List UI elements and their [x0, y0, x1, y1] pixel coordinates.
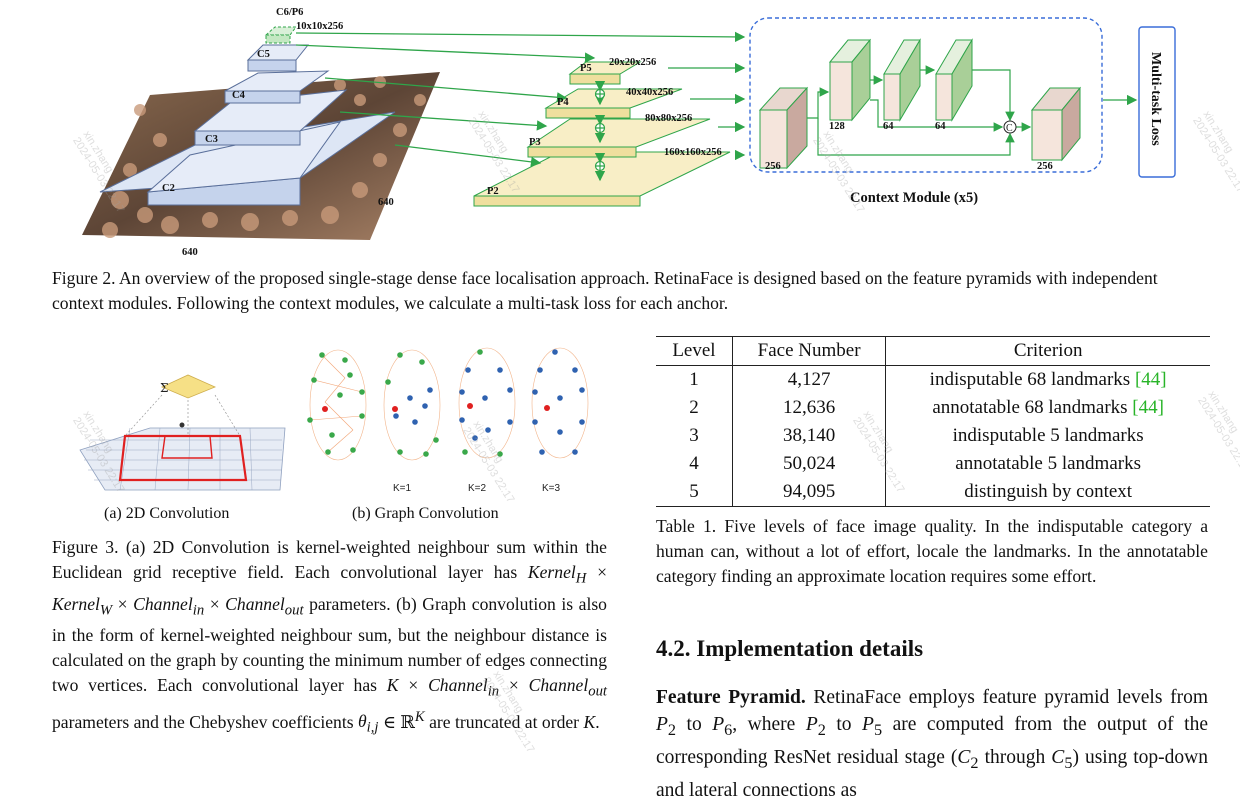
table-row: 1 4,127 indisputable 68 landmarks [44] — [656, 365, 1210, 394]
header-level: Level — [656, 336, 733, 366]
ctx-block-out — [1030, 86, 1082, 162]
backbone-c3 — [193, 89, 348, 146]
label-p5: P5 — [580, 63, 592, 74]
k-label-2: K=2 — [468, 483, 487, 494]
subcaption-2d-convolution: (a) 2D Convolution — [104, 505, 230, 522]
citation-link[interactable]: [44] — [1134, 369, 1167, 390]
label-p3: P3 — [529, 137, 541, 148]
ctx-arrows — [807, 65, 1032, 156]
section-heading: 4.2. Implementation details — [656, 636, 924, 661]
ctx-block-64b — [935, 38, 973, 122]
citation-link[interactable]: [44] — [1132, 397, 1164, 418]
criterion-text: distinguish by context — [964, 481, 1133, 502]
criterion-text: annotatable 68 landmarks — [932, 397, 1133, 418]
table-row: 5 94,095 distinguish by context — [656, 478, 1210, 507]
subcaption-graph-convolution: (b) Graph Convolution — [352, 505, 499, 522]
label-c4: C4 — [232, 90, 246, 101]
cell-level: 2 — [689, 397, 699, 418]
table-body: 1 4,127 indisputable 68 landmarks [44] 2 12,… — [656, 365, 1210, 507]
table-header-row: Level Face Number Criterion — [656, 336, 1210, 366]
graph-k3 — [531, 347, 589, 459]
label-c5: C5 — [257, 49, 270, 60]
label-ctx-256a: 256 — [765, 161, 781, 172]
figure-3-diagram: Σ — [79, 347, 589, 491]
cell-criterion: annotatable 5 landmarks — [885, 450, 1210, 478]
label-c2: C2 — [162, 183, 175, 194]
label-ctx-256b: 256 — [1037, 161, 1053, 172]
label-p2: P2 — [487, 186, 499, 197]
figure-3-caption: Figure 3. (a) 2D Convolution is kernel-w… — [52, 537, 607, 736]
table-row: 3 38,140 indisputable 5 landmarks — [656, 422, 1210, 450]
pyramid-p3 — [526, 118, 711, 158]
svg-text:C: C — [1006, 123, 1013, 134]
cell-face-number: 94,095 — [731, 478, 886, 507]
feature-pyramid-paragraph: Feature Pyramid. RetinaFace employs feat… — [656, 684, 1208, 804]
figure-2-diagram: C C6/P6 10x10x256 C5 C4 C3 C2 640 640 P5… — [82, 7, 1176, 258]
ctx-block-64a — [883, 38, 921, 122]
ctx-block-128 — [828, 38, 872, 122]
pyramid-p5 — [568, 61, 642, 85]
conv-2d-illustration — [79, 374, 286, 491]
criterion-text: indisputable 5 landmarks — [952, 425, 1144, 446]
cell-face-number: 4,127 — [731, 365, 886, 394]
sigma-symbol: Σ — [160, 381, 168, 395]
graph-k0 — [307, 349, 367, 461]
label-p3-dim: 80x80x256 — [645, 113, 692, 124]
cell-criterion: indisputable 68 landmarks [44] — [885, 365, 1210, 394]
table-row: 4 50,024 annotatable 5 landmarks — [656, 450, 1210, 478]
multi-task-loss-label: Multi-task Loss — [1148, 52, 1163, 146]
cell-face-number: 50,024 — [731, 450, 886, 478]
label-c6p6: C6/P6 — [276, 7, 303, 18]
graph-k2 — [458, 347, 516, 459]
header-face-number: Face Number — [731, 336, 886, 366]
table-row: 2 12,636 annotatable 68 landmarks [44] — [656, 394, 1210, 422]
cell-criterion: distinguish by context — [885, 478, 1210, 507]
pyramid-p4 — [544, 88, 683, 119]
backbone-c4 — [224, 70, 330, 104]
k-label-1: K=1 — [393, 483, 412, 494]
context-module-label: Context Module (x5) — [850, 190, 978, 206]
graph-k1 — [383, 349, 441, 461]
criterion-text: indisputable 68 landmarks — [929, 369, 1135, 390]
label-p5-dim: 20x20x256 — [609, 57, 656, 68]
cell-criterion: indisputable 5 landmarks — [885, 422, 1210, 450]
label-ctx-64b: 64 — [935, 121, 946, 132]
table-1: Level Face Number Criterion 1 4,127 indisp… — [656, 336, 1210, 507]
ctx-block-in — [758, 86, 809, 170]
label-height: 640 — [182, 247, 198, 258]
cell-level: 1 — [689, 369, 699, 390]
k-label-3: K=3 — [542, 483, 561, 494]
cell-face-number: 12,636 — [731, 394, 886, 422]
label-p4-dim: 40x40x256 — [626, 87, 673, 98]
figure-2-caption: Figure 2. An overview of the proposed si… — [52, 268, 1158, 313]
label-p2-dim: 160x160x256 — [664, 147, 722, 158]
cell-level: 4 — [689, 453, 699, 474]
concat-icon: C — [1003, 120, 1017, 134]
label-ctx-64a: 64 — [883, 121, 894, 132]
cell-level: 3 — [689, 425, 699, 446]
multi-task-loss-box — [1138, 26, 1176, 178]
label-ctx-128: 128 — [829, 121, 845, 132]
cell-criterion: annotatable 68 landmarks [44] — [885, 394, 1210, 422]
backbone-c6 — [264, 26, 297, 44]
context-module-frame — [749, 17, 1103, 173]
label-p4: P4 — [557, 97, 569, 108]
cell-level: 5 — [689, 481, 699, 502]
label-width: 640 — [378, 197, 394, 208]
criterion-text: annotatable 5 landmarks — [955, 453, 1141, 474]
plus-icons — [594, 88, 606, 172]
header-criterion: Criterion — [885, 336, 1210, 366]
label-p6-dim: 10x10x256 — [296, 21, 343, 32]
cell-face-number: 38,140 — [731, 422, 886, 450]
label-c3: C3 — [205, 134, 218, 145]
arrows — [295, 31, 1138, 182]
paragraph-lead: Feature Pyramid. — [656, 687, 806, 708]
table-1-caption: Table 1. Five levels of face image quali… — [656, 516, 1208, 586]
